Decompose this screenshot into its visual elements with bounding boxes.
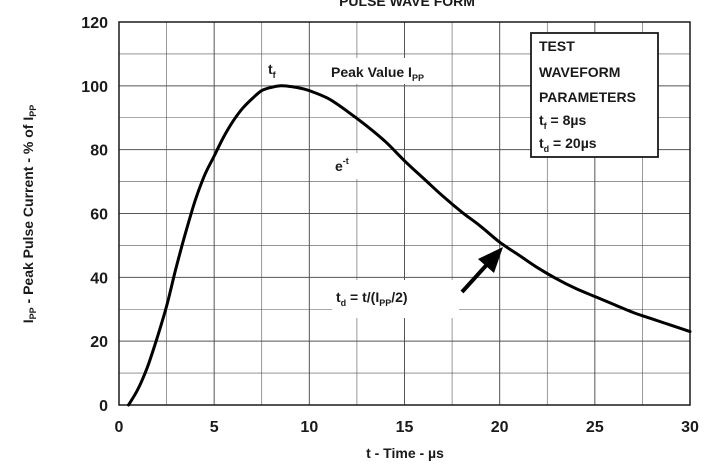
tf-annotation: tf (268, 61, 277, 80)
peak-value-annotation: Peak Value IPP (331, 64, 424, 83)
chart-title: PULSE WAVE FORM (339, 0, 475, 9)
box-line-tf: tf = 8µs (539, 112, 586, 131)
x-axis-label: t - Time - µs (366, 445, 444, 461)
exp-label-bg (330, 153, 364, 179)
x-tick-labels: 0 5 10 15 20 25 30 (115, 419, 699, 436)
box-line-test: TEST (539, 38, 575, 54)
box-line-waveform: WAVEFORM (539, 64, 620, 80)
x-tick-label: 5 (210, 419, 219, 436)
x-tick-label: 20 (491, 419, 509, 436)
td-annotation: td = t/(IPP/2) (336, 289, 408, 308)
y-tick-label: 60 (90, 207, 108, 224)
waveform-line (127, 84, 692, 407)
exp-annotation: e-t (335, 156, 349, 174)
x-tick-label: 30 (681, 419, 699, 436)
y-label-mid: - Peak Pulse Current - % of I (20, 117, 36, 308)
y-axis-label: IPP - Peak Pulse Current - % of IPP (20, 105, 38, 324)
plot-frame (118, 21, 691, 406)
y-tick-labels: 0 20 40 60 80 100 120 (81, 15, 108, 415)
y-tick-label: 0 (99, 398, 108, 415)
x-tick-label: 0 (115, 419, 124, 436)
y-tick-label: 20 (90, 334, 108, 351)
y-tick-label: 100 (81, 79, 108, 96)
td-arrow (460, 247, 503, 294)
test-parameters-box: TEST WAVEFORM PARAMETERS tf = 8µs td = 2… (530, 32, 659, 158)
y-label-sub2: PP (28, 105, 38, 117)
y-label-sub: PP (28, 307, 38, 319)
x-tick-label: 25 (586, 419, 604, 436)
box-line-td: td = 20µs (539, 135, 597, 154)
y-label-i: I (20, 319, 36, 323)
x-tick-label: 10 (300, 419, 318, 436)
y-tick-label: 80 (90, 143, 108, 160)
y-tick-label: 40 (90, 270, 108, 287)
tf-label-bg (262, 58, 286, 84)
x-tick-label: 15 (396, 419, 414, 436)
peak-label-bg (322, 58, 412, 84)
y-tick-label: 120 (81, 15, 108, 32)
td-label-bg (332, 280, 459, 318)
box-line-parameters: PARAMETERS (539, 89, 636, 105)
